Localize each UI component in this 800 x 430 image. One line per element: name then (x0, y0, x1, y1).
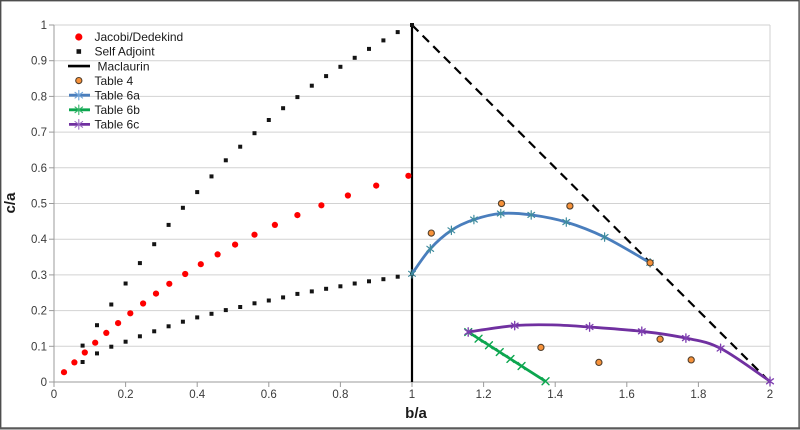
svg-text:0.4: 0.4 (189, 389, 206, 401)
svg-text:0: 0 (51, 389, 57, 401)
svg-text:0.6: 0.6 (261, 389, 277, 401)
svg-text:0.9: 0.9 (31, 56, 47, 68)
svg-text:1.4: 1.4 (547, 389, 564, 401)
svg-text:Jacobi/Dedekind: Jacobi/Dedekind (95, 30, 184, 44)
svg-text:1: 1 (409, 389, 415, 401)
svg-text:0.5: 0.5 (31, 199, 47, 211)
svg-text:Table 6a: Table 6a (95, 88, 141, 102)
svg-text:1: 1 (41, 20, 47, 32)
svg-text:1.2: 1.2 (476, 389, 492, 401)
svg-text:0.7: 0.7 (31, 127, 47, 139)
svg-text:0.8: 0.8 (332, 389, 348, 401)
svg-text:2: 2 (767, 389, 773, 401)
svg-text:1.6: 1.6 (619, 389, 635, 401)
svg-text:0.3: 0.3 (31, 270, 47, 282)
svg-text:Self Adjoint: Self Adjoint (95, 45, 156, 59)
svg-text:0.2: 0.2 (118, 389, 134, 401)
svg-text:0: 0 (41, 377, 47, 389)
svg-text:Table 4: Table 4 (95, 74, 134, 88)
svg-text:c/a: c/a (2, 192, 19, 214)
svg-text:Table 6c: Table 6c (95, 118, 140, 132)
svg-text:0.8: 0.8 (31, 91, 47, 103)
svg-text:0.1: 0.1 (31, 341, 47, 353)
svg-text:1.8: 1.8 (690, 389, 706, 401)
svg-text:0.2: 0.2 (31, 306, 47, 318)
svg-text:0.6: 0.6 (31, 163, 47, 175)
svg-text:Table 6b: Table 6b (95, 103, 141, 117)
svg-text:Maclaurin: Maclaurin (98, 59, 150, 73)
svg-text:0.4: 0.4 (31, 234, 48, 246)
svg-text:b/a: b/a (405, 405, 427, 422)
